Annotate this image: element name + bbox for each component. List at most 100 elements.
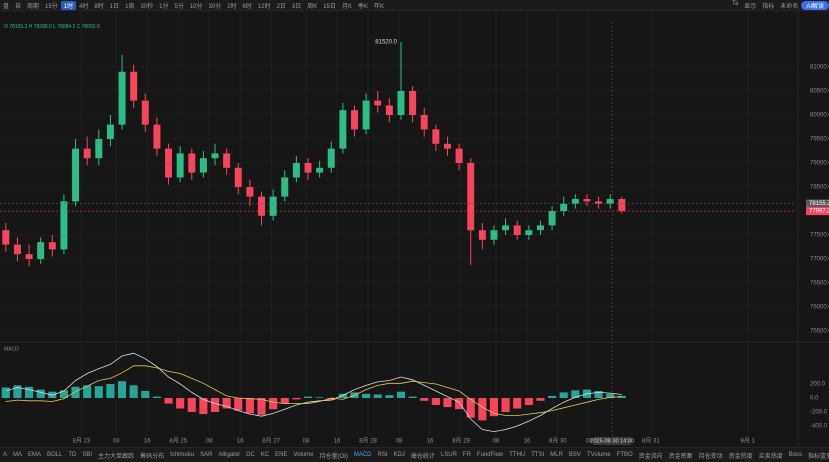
interval-button[interactable]: 15分: [45, 3, 58, 10]
interval-button[interactable]: 季K: [357, 3, 368, 10]
crosshair-tag: [593, 437, 632, 445]
interval-button[interactable]: 3日: [291, 3, 302, 10]
interval-button[interactable]: 1日: [109, 3, 120, 10]
macd-bar: [141, 390, 150, 398]
indicator-button[interactable]: 买卖热度: [758, 453, 783, 460]
candle-body: [478, 230, 486, 240]
indicator-button[interactable]: TVolume: [586, 452, 611, 458]
indicator-button[interactable]: MLR: [550, 452, 563, 458]
toolbar-button[interactable]: 显示: [744, 3, 757, 10]
indicator-button[interactable]: BOLL: [47, 452, 63, 458]
interval-button[interactable]: 12时: [257, 3, 271, 10]
indicator-button[interactable]: FTBO: [616, 452, 633, 458]
macd-bar: [36, 389, 45, 398]
indicator-button[interactable]: FR: [462, 452, 471, 458]
interval-button[interactable]: 月K: [341, 3, 352, 10]
indicator-button[interactable]: SBI: [82, 452, 93, 458]
macd-bar: [164, 397, 173, 404]
candle-body: [467, 163, 475, 231]
macd-bar: [408, 396, 417, 398]
candle-body: [2, 230, 10, 245]
interval-button[interactable]: 1时: [60, 0, 77, 10]
candle-body: [397, 91, 405, 115]
candle-body: [583, 199, 591, 202]
interval-button[interactable]: 5分: [174, 3, 184, 10]
indicator-button[interactable]: 持仓变动: [698, 453, 723, 460]
interval-button[interactable]: 周期: [27, 3, 40, 10]
interval-button[interactable]: 周K: [307, 3, 318, 10]
interval-button[interactable]: 15日: [323, 3, 336, 10]
macd-bar: [338, 393, 347, 398]
indicator-button[interactable]: 资金热度: [728, 453, 753, 460]
candle-body: [571, 199, 579, 204]
interval-button[interactable]: 4时: [79, 3, 89, 10]
macd-bar: [303, 396, 313, 398]
indicator-button[interactable]: 资金密集: [668, 453, 693, 460]
indicator-button[interactable]: TTHU: [509, 452, 526, 458]
macd-bar: [536, 397, 545, 401]
indicator-button[interactable]: EMA: [28, 452, 42, 458]
indicator-button[interactable]: Alligator: [218, 452, 241, 458]
macd-bar: [71, 386, 80, 398]
toolbar-button[interactable]: Ta: [731, 0, 739, 7]
indicator-button[interactable]: 资金流向: [638, 453, 663, 460]
indicator-button[interactable]: Volume: [293, 452, 314, 458]
indicator-button[interactable]: 主力大单跟踪: [98, 453, 135, 460]
indicator-button[interactable]: BSV: [568, 452, 581, 458]
indicator-button[interactable]: Ichimoku: [170, 452, 195, 458]
price-tag: [806, 207, 829, 216]
candle-body: [536, 225, 544, 231]
candle-body: [409, 91, 417, 115]
candle-body: [141, 100, 149, 125]
candle-body: [83, 148, 91, 159]
toolbar-button[interactable]: 未命名: [780, 3, 799, 10]
indicator-button[interactable]: A: [3, 452, 8, 458]
candle-body: [560, 203, 568, 211]
indicator-button[interactable]: DC: [246, 452, 255, 458]
toolbar-button[interactable]: AI解读: [801, 0, 829, 10]
interval-button[interactable]: 30分: [208, 3, 222, 10]
interval-button[interactable]: 自: [15, 3, 22, 10]
macd-bar: [83, 385, 92, 398]
indicator-button[interactable]: Boss: [788, 452, 803, 458]
indicator-button[interactable]: ENE: [275, 452, 288, 458]
macd-bar: [117, 381, 127, 398]
indicator-button[interactable]: TD: [68, 452, 77, 458]
indicator-button[interactable]: 爆仓统计: [410, 453, 435, 460]
indicator-button[interactable]: MACD: [353, 452, 372, 458]
x-tick-label: 16: [237, 439, 244, 445]
macd-bar: [315, 397, 324, 398]
indicator-button[interactable]: FundFlow: [476, 452, 504, 458]
interval-button[interactable]: 8时: [94, 3, 104, 10]
indicator-button[interactable]: MA: [13, 452, 23, 458]
interval-button[interactable]: 30秒: [140, 3, 154, 10]
interval-button[interactable]: 1周: [125, 3, 135, 10]
macd-bar: [106, 383, 115, 398]
interval-button[interactable]: 2日: [276, 3, 286, 10]
indicator-button[interactable]: KC: [260, 452, 270, 458]
macd-bar: [234, 397, 243, 411]
interval-button[interactable]: 2时: [227, 3, 237, 10]
indicator-button[interactable]: 筹码分布: [140, 453, 165, 460]
indicator-button[interactable]: 持仓量(OI): [319, 453, 348, 460]
interval-button[interactable]: 10分: [189, 3, 203, 10]
interval-button[interactable]: 6时: [242, 3, 252, 10]
candle-body: [118, 71, 126, 125]
macd-bar: [94, 386, 103, 398]
indicator-button[interactable]: 指标篮变量: [808, 453, 829, 460]
indicator-button[interactable]: LSUR: [440, 452, 457, 458]
interval-button[interactable]: 年K: [374, 3, 385, 10]
price-tag-label: 78155.2: [809, 201, 829, 207]
indicator-button[interactable]: TTSI: [531, 452, 545, 458]
indicator-button[interactable]: RSI: [377, 452, 388, 458]
candle-body: [13, 244, 21, 255]
macd-bar: [24, 386, 34, 398]
toolbar-button[interactable]: 指标: [762, 3, 775, 10]
indicator-button[interactable]: KDJ: [393, 452, 405, 458]
candle-body: [548, 211, 556, 226]
macd-tick-label: -200.0: [810, 410, 828, 416]
macd-bar: [443, 397, 452, 408]
interval-button[interactable]: 盘: [3, 3, 10, 10]
interval-button[interactable]: 1分: [159, 3, 169, 10]
indicator-button[interactable]: SAR: [200, 452, 213, 458]
